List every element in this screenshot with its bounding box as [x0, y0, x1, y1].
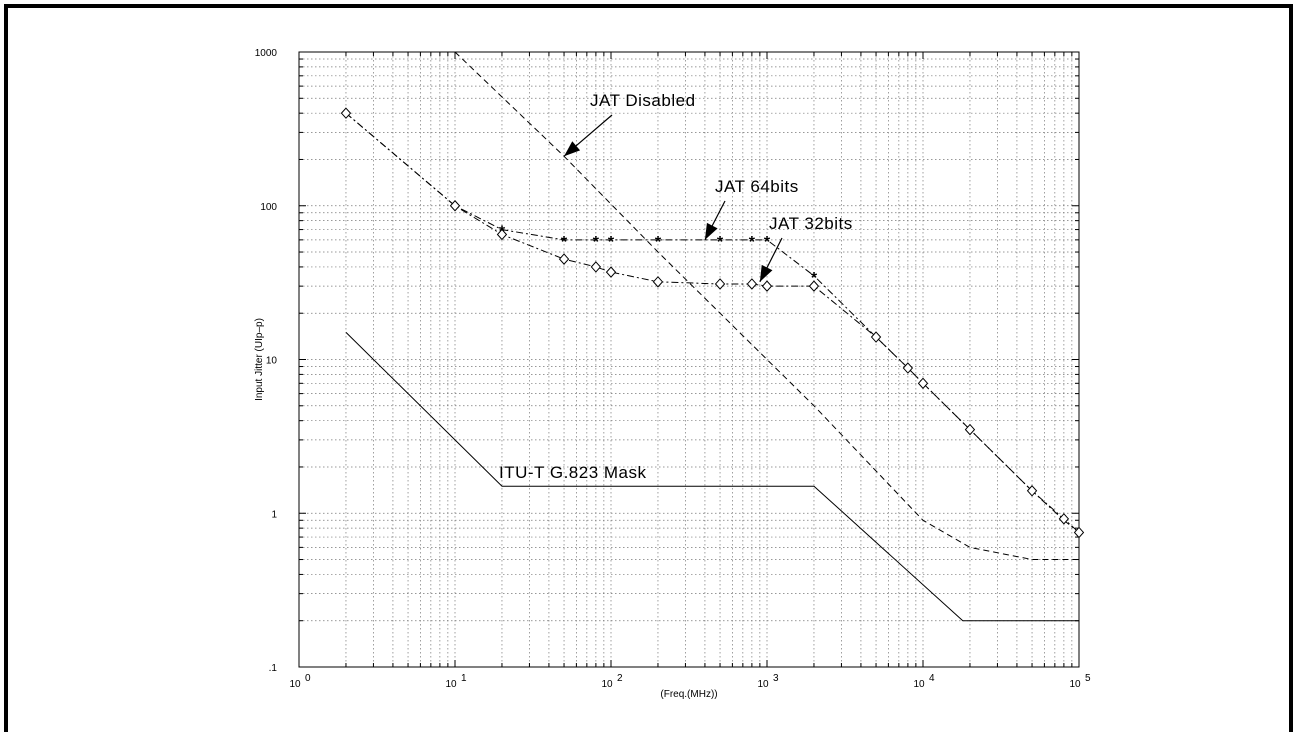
data-point [870, 331, 882, 343]
y-tick-label: 10 [266, 356, 278, 367]
annotation-label: JAT 64bits [715, 177, 799, 196]
x-tick-label: 10 [757, 679, 769, 690]
data-point: * [593, 234, 600, 251]
series-itu-t-g-823-mask [345, 332, 1079, 622]
data-point: * [717, 234, 724, 251]
x-tick-label: 10 [1069, 679, 1081, 690]
data-point [449, 200, 461, 212]
annotation-arrow-head [704, 222, 718, 240]
x-tick-label: 10 [289, 679, 301, 690]
data-point: * [749, 234, 756, 251]
data-point [1026, 485, 1038, 497]
data-point [558, 253, 570, 265]
y-tick-label: 100 [260, 202, 277, 213]
x-tick-label: 10 [601, 679, 613, 690]
x-tick-exponent: 0 [305, 673, 311, 684]
x-tick-exponent: 5 [1085, 673, 1091, 684]
x-tick-exponent: 4 [929, 673, 935, 684]
figure-frame [4, 4, 1293, 732]
data-point: * [811, 270, 818, 287]
data-point [496, 228, 508, 241]
data-point [652, 276, 664, 288]
annotation-arrow-head [759, 264, 773, 282]
data-point [1058, 513, 1070, 525]
data-point [746, 278, 758, 290]
x-tick-label: 10 [913, 679, 925, 690]
series-jat-32bits [340, 107, 1085, 539]
data-point: * [655, 234, 662, 251]
data-point: * [608, 234, 615, 251]
data-point [1073, 526, 1085, 539]
annotation-arrow-head [564, 141, 581, 157]
y-tick-label: 1 [271, 509, 277, 520]
data-point [605, 266, 617, 278]
x-tick-label: 10 [445, 679, 457, 690]
series-line [454, 51, 1079, 560]
x-tick-exponent: 3 [773, 673, 779, 684]
y-tick-label: 1000 [255, 48, 278, 59]
annotation-label: JAT 32bits [769, 214, 853, 233]
data-point [590, 261, 602, 273]
x-axis-label: (Freq.(MHz)) [660, 689, 717, 700]
data-point [902, 362, 914, 374]
series-line [345, 332, 1079, 622]
data-point [761, 280, 773, 292]
y-tick-label: .1 [269, 663, 278, 674]
y-axis-label: Input Jitter (UIp–p) [254, 318, 265, 401]
data-point: * [764, 234, 771, 251]
series-line [345, 112, 1080, 533]
grid-lines [299, 52, 1079, 667]
data-point [917, 377, 929, 390]
data-point [964, 423, 976, 436]
series-line [345, 112, 1080, 533]
x-tick-exponent: 2 [617, 673, 623, 684]
data-point: * [561, 234, 568, 251]
data-point [714, 278, 726, 290]
axis-ticks [298, 51, 1080, 668]
annotation-label: JAT Disabled [590, 91, 696, 110]
x-tick-exponent: 1 [461, 673, 467, 684]
data-point [808, 280, 820, 292]
annotation-label: ITU-T G.823 Mask [499, 463, 647, 482]
series-jat-64bits: ****************** [343, 107, 1083, 543]
data-point [340, 107, 352, 119]
series-jat-disabled [454, 51, 1079, 560]
